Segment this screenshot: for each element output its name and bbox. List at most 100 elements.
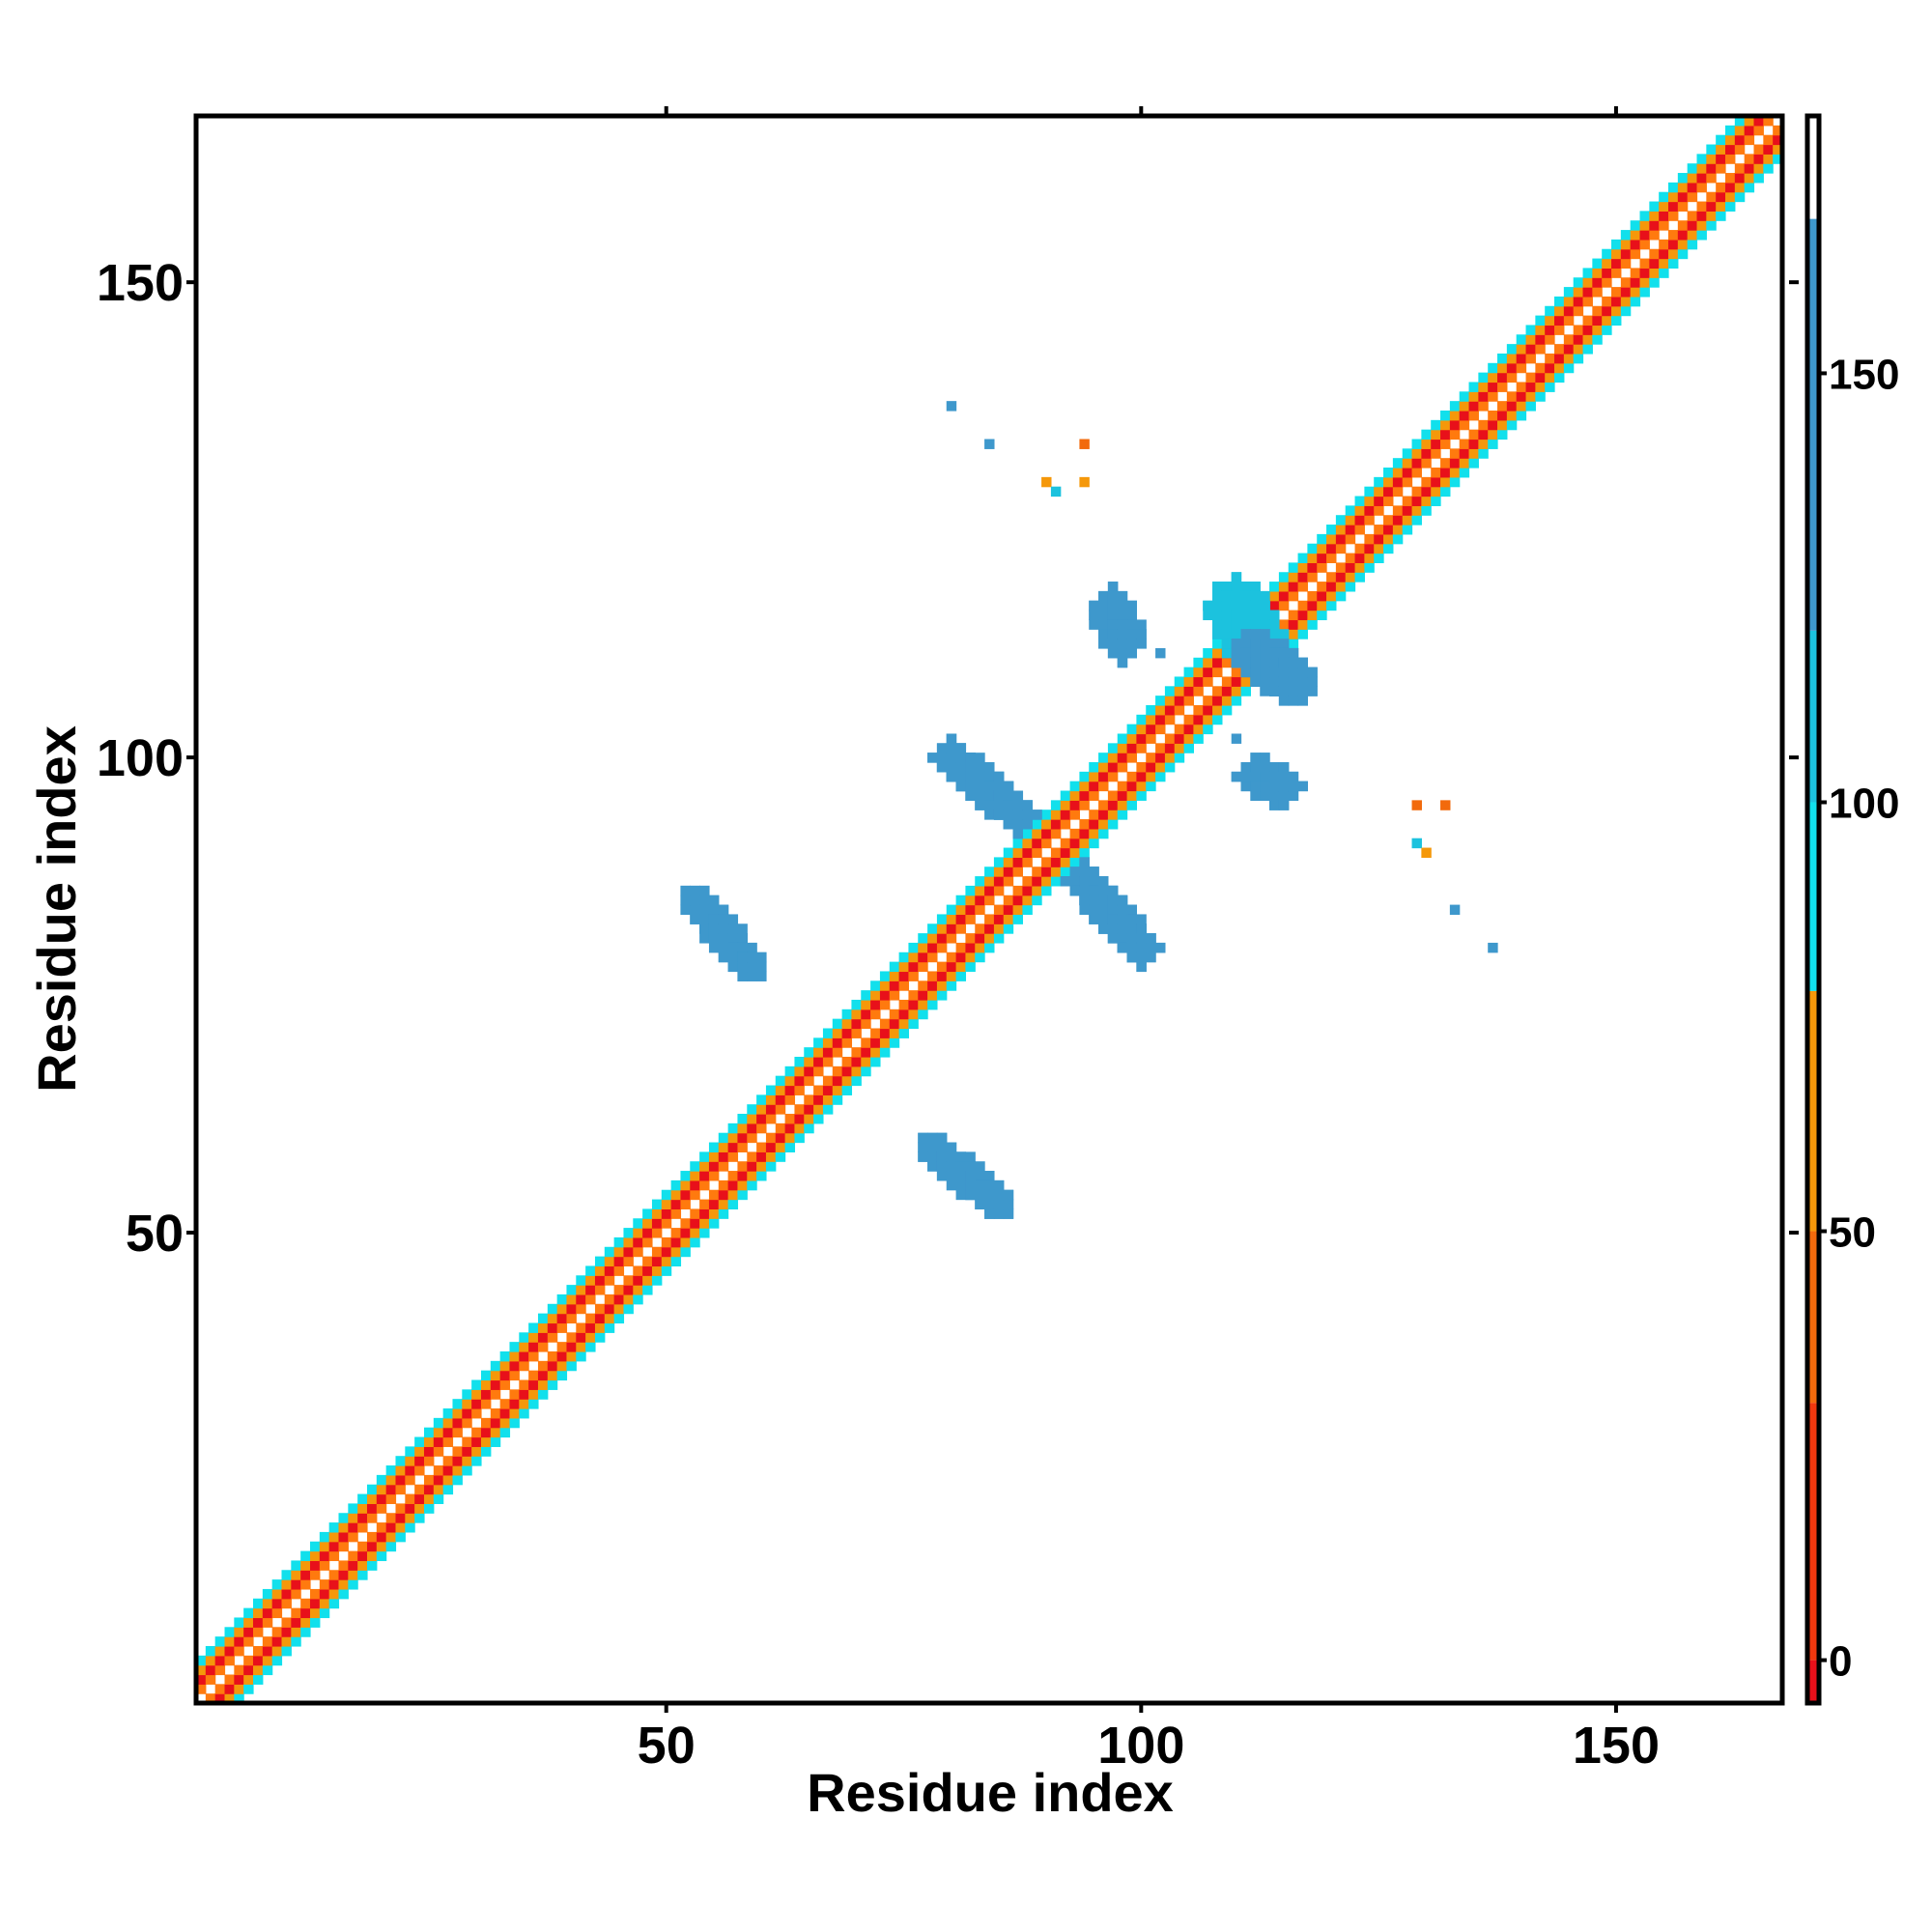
diagonal-cell	[196, 1684, 207, 1694]
diagonal-cell	[537, 1370, 549, 1381]
diagonal-cell	[1364, 553, 1375, 563]
contact-patch-cell	[993, 771, 1005, 782]
diagonal-cell	[1003, 867, 1014, 877]
diagonal-cell	[423, 1456, 435, 1466]
contact-patch-cell	[680, 885, 691, 896]
contact-patch-cell	[737, 933, 748, 944]
diagonal-cell	[1374, 553, 1384, 563]
diagonal-cell	[918, 961, 928, 973]
diagonal-cell	[1649, 211, 1660, 221]
diagonal-cell	[319, 1531, 330, 1543]
diagonal-cell	[851, 999, 862, 1010]
diagonal-cell	[604, 1293, 615, 1305]
diagonal-cell	[1089, 819, 1099, 830]
diagonal-cell	[528, 1332, 539, 1343]
diagonal-cell	[993, 857, 1005, 867]
diagonal-cell	[1554, 344, 1565, 355]
diagonal-cell	[1535, 315, 1546, 327]
diagonal-cell	[889, 980, 900, 991]
diagonal-cell	[1060, 838, 1071, 849]
diagonal-cell	[1696, 211, 1707, 221]
diagonal-cell	[1602, 315, 1612, 327]
contact-patch-cell	[1003, 819, 1014, 830]
diagonal-cell	[319, 1550, 330, 1562]
diagonal-cell	[271, 1607, 283, 1619]
diagonal-cell	[1554, 296, 1565, 307]
contact-point	[1050, 486, 1062, 497]
diagonal-cell	[822, 1085, 834, 1095]
contact-point	[1041, 476, 1052, 488]
diagonal-cell	[309, 1607, 321, 1619]
diagonal-cell	[224, 1674, 235, 1685]
colorbar-band	[1807, 1231, 1819, 1404]
diagonal-cell	[1392, 458, 1404, 469]
diagonal-cell	[832, 1085, 843, 1095]
contact-patch-cell	[1288, 790, 1299, 801]
contact-patch-cell	[1260, 629, 1270, 639]
diagonal-cell	[804, 1047, 814, 1058]
diagonal-cell	[1602, 268, 1612, 278]
diagonal-cell	[1278, 600, 1290, 611]
diagonal-cell	[480, 1427, 492, 1438]
diagonal-cell	[1383, 476, 1394, 488]
diagonal-cell	[1497, 372, 1508, 384]
diagonal-cell	[585, 1322, 596, 1333]
diagonal-cell	[433, 1446, 444, 1457]
diagonal-cell	[1231, 667, 1242, 678]
diagonal-cell	[1459, 448, 1470, 459]
diagonal-cell	[1098, 800, 1109, 810]
diagonal-cell	[1630, 230, 1641, 241]
contact-patch-cell	[1079, 895, 1090, 906]
diagonal-cell	[898, 952, 910, 963]
contact-patch-cell	[1231, 610, 1242, 621]
diagonal-cell	[861, 1056, 871, 1067]
diagonal-cell	[490, 1379, 501, 1390]
contact-patch-cell	[756, 961, 767, 973]
diagonal-cell	[927, 923, 938, 934]
diagonal-cell	[1146, 771, 1156, 782]
diagonal-cell	[604, 1322, 615, 1333]
contact-point	[1231, 733, 1242, 744]
contact-patch-cell	[936, 743, 948, 753]
diagonal-cell	[1041, 876, 1052, 887]
diagonal-cell	[661, 1236, 672, 1248]
diagonal-cell	[727, 1122, 739, 1134]
diagonal-cell	[1060, 867, 1071, 877]
diagonal-cell	[661, 1208, 672, 1219]
diagonal-cell	[328, 1550, 340, 1562]
diagonal-cell	[462, 1446, 472, 1457]
diagonal-cell	[405, 1503, 415, 1514]
diagonal-cell	[1478, 372, 1489, 384]
diagonal-cell	[813, 1094, 824, 1105]
contact-patch-cell	[984, 1189, 995, 1201]
diagonal-cell	[1488, 410, 1498, 421]
diagonal-cell	[234, 1617, 244, 1628]
diagonal-cell	[442, 1427, 454, 1438]
diagonal-cell	[328, 1588, 340, 1600]
diagonal-cell	[955, 971, 967, 981]
diagonal-cell	[1488, 372, 1498, 384]
contact-patch-cell	[1146, 952, 1156, 963]
diagonal-cell	[651, 1275, 663, 1286]
diagonal-cell	[1525, 353, 1536, 364]
diagonal-cell	[670, 1179, 682, 1191]
contact-patch-cell	[1278, 771, 1290, 782]
diagonal-cell	[196, 1674, 207, 1685]
diagonal-cell	[1098, 753, 1109, 763]
diagonal-cell	[1468, 401, 1479, 412]
diagonal-cell	[1297, 572, 1308, 582]
diagonal-cell	[1155, 771, 1166, 782]
contact-patch-cell	[690, 904, 700, 916]
contact-patch-cell	[1203, 600, 1213, 611]
diagonal-cell	[1221, 704, 1233, 716]
diagonal-cell	[281, 1579, 292, 1590]
diagonal-cell	[651, 1246, 663, 1258]
diagonal-cell	[366, 1513, 378, 1523]
diagonal-cell	[1753, 144, 1764, 155]
contact-patch-cell	[918, 1142, 928, 1152]
diagonal-cell	[1545, 382, 1555, 392]
contact-patch-cell	[1260, 667, 1270, 678]
diagonal-cell	[1449, 468, 1461, 478]
diagonal-cell	[879, 1037, 891, 1048]
diagonal-cell	[1431, 448, 1441, 459]
